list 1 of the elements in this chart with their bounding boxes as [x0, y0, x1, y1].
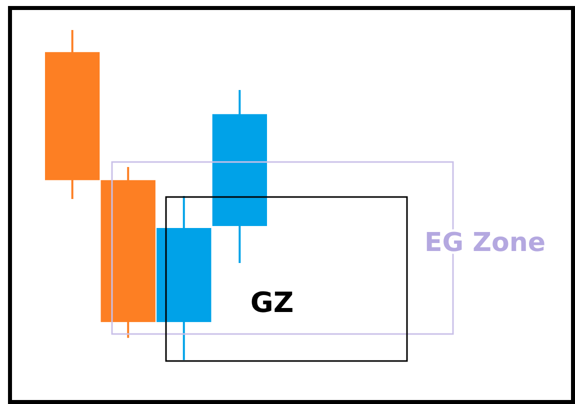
annotation: GZ: [250, 286, 294, 319]
